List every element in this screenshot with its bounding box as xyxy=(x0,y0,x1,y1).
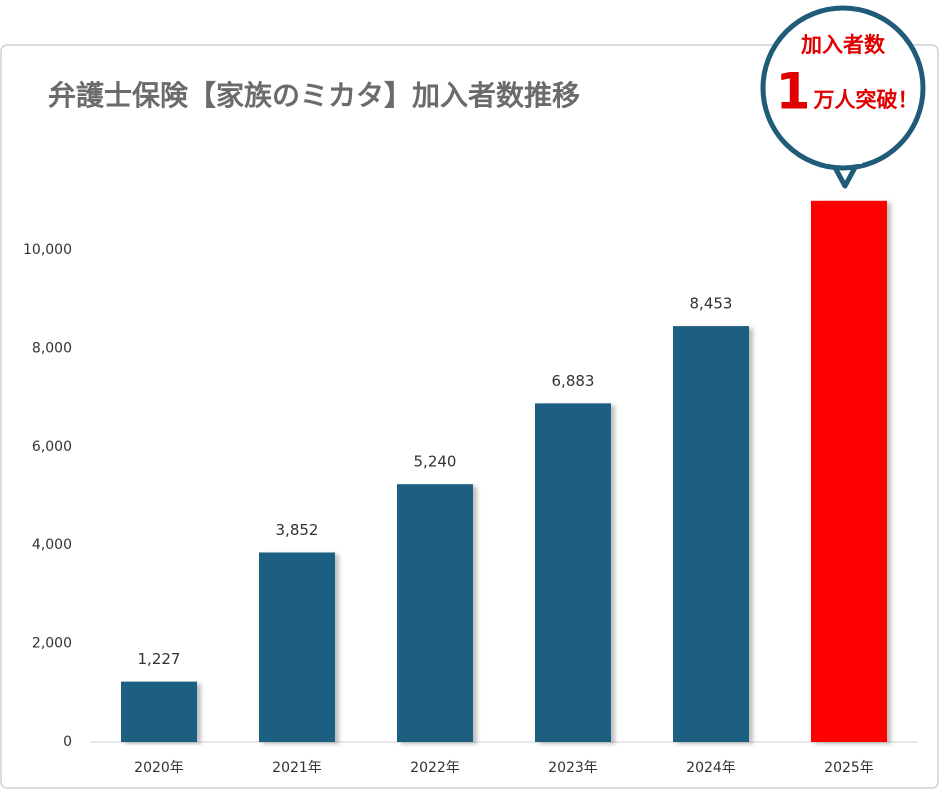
y-tick-label: 6,000 xyxy=(32,439,72,455)
x-tick-label: 2020年 xyxy=(134,760,184,776)
x-tick-label: 2021年 xyxy=(272,760,322,776)
callout-number: 1 xyxy=(776,63,811,121)
y-tick-label: 0 xyxy=(63,734,72,750)
data-label: 1,227 xyxy=(138,650,181,668)
y-tick-label: 4,000 xyxy=(32,537,72,553)
x-tick-label: 2024年 xyxy=(686,760,736,776)
data-label: 8,453 xyxy=(690,295,733,313)
x-tick-label: 2023年 xyxy=(548,760,598,776)
y-tick-label: 8,000 xyxy=(32,340,72,356)
bar xyxy=(673,326,749,742)
callout-bubble xyxy=(760,5,926,171)
bar xyxy=(259,552,335,742)
y-tick-label: 2,000 xyxy=(32,636,72,652)
callout-join xyxy=(826,150,862,164)
y-tick-label: 10,000 xyxy=(23,242,72,258)
bar xyxy=(121,681,197,742)
callout-text: 加入者数 xyxy=(800,33,886,57)
bar xyxy=(535,403,611,742)
callout: 加入者数 1 万人突破！ xyxy=(760,5,926,189)
data-label: 5,240 xyxy=(414,453,457,471)
data-label: 3,852 xyxy=(276,521,319,539)
x-tick-label: 2022年 xyxy=(410,760,460,776)
x-tick-label: 2025年 xyxy=(824,760,874,776)
bar xyxy=(397,484,473,742)
callout-text: 万人突破！ xyxy=(813,88,919,112)
chart-title: 弁護士保険【家族のミカタ】加入者数推移 xyxy=(48,79,580,112)
bar xyxy=(811,200,887,743)
data-label: 6,883 xyxy=(552,372,595,390)
